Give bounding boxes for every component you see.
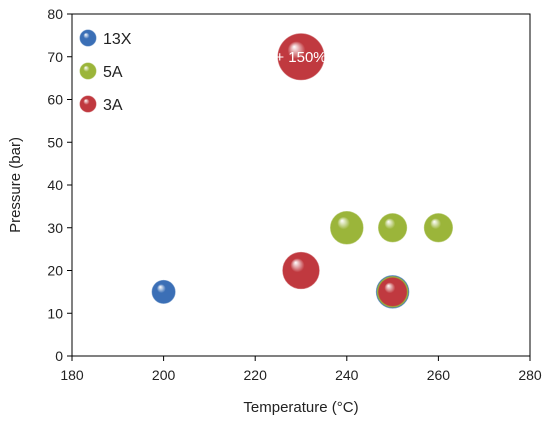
y-tick-label: 70 bbox=[47, 49, 63, 65]
x-tick-label: 220 bbox=[244, 367, 268, 383]
bubble-13x bbox=[151, 279, 176, 304]
bubble-5a bbox=[378, 213, 408, 243]
y-tick-label: 10 bbox=[47, 305, 63, 321]
bubbles: + 150% bbox=[151, 33, 453, 309]
x-tick-label: 240 bbox=[335, 367, 359, 383]
y-tick-label: 20 bbox=[47, 263, 63, 279]
y-tick-label: 40 bbox=[47, 177, 63, 193]
bubble-3a bbox=[277, 33, 325, 81]
legend: 13X 5A 3A bbox=[79, 29, 132, 114]
x-tick-label: 260 bbox=[427, 367, 451, 383]
bubble-5a bbox=[423, 213, 453, 243]
y-tick-label: 80 bbox=[47, 6, 63, 22]
bubble-annotation: + 150% bbox=[275, 49, 326, 66]
y-axis-title: Pressure (bar) bbox=[7, 137, 24, 233]
bubble-3a bbox=[282, 251, 320, 290]
bubble-5a bbox=[330, 210, 364, 245]
legend-label-3a: 3A bbox=[103, 97, 123, 114]
legend-label-13x: 13X bbox=[103, 31, 132, 48]
legend-marker-3a bbox=[79, 95, 97, 113]
x-tick-label: 280 bbox=[518, 367, 542, 383]
x-tick-label: 200 bbox=[152, 367, 176, 383]
legend-marker-5a bbox=[79, 62, 97, 80]
y-tick-label: 0 bbox=[55, 348, 63, 364]
bubble-3a bbox=[378, 277, 408, 307]
x-tick-label: 180 bbox=[60, 367, 84, 383]
y-tick-label: 60 bbox=[47, 92, 63, 108]
axes: 180 200 220 240 260 280 0 10 20 30 40 50 60 70 80 bbox=[47, 6, 541, 383]
y-tick-label: 30 bbox=[47, 220, 63, 236]
y-tick-label: 50 bbox=[47, 134, 63, 150]
legend-label-5a: 5A bbox=[103, 64, 123, 81]
legend-marker-13x bbox=[79, 29, 97, 47]
x-axis-title: Temperature (°C) bbox=[243, 399, 358, 416]
